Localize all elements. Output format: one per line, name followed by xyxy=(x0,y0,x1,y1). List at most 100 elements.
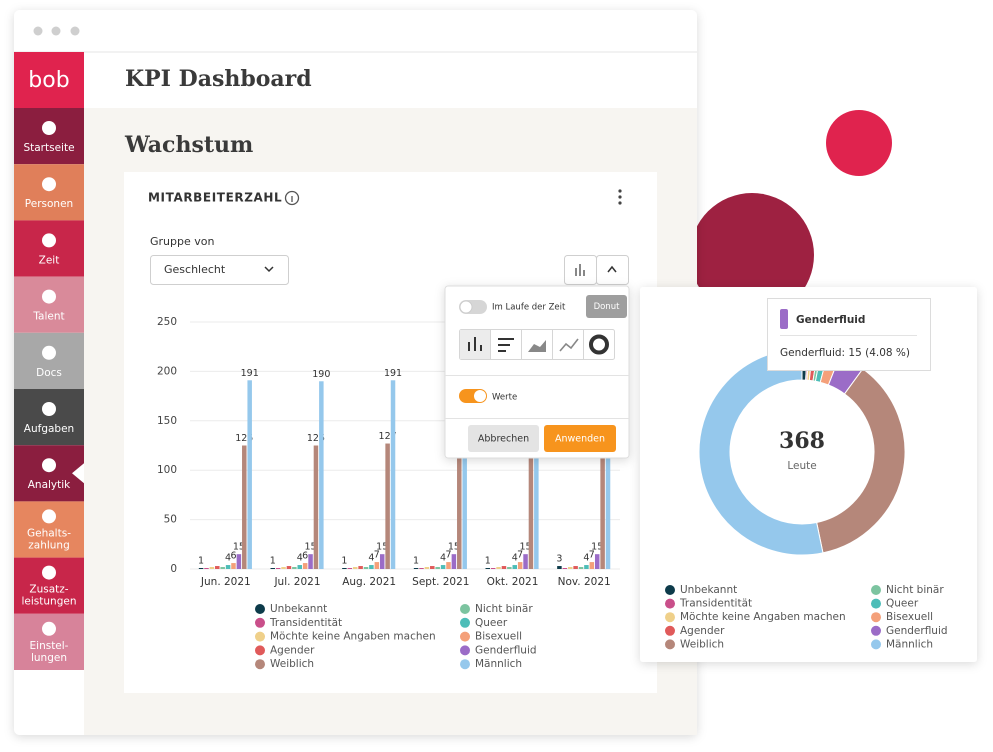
nav-label[interactable]: Docs xyxy=(36,367,62,379)
bar xyxy=(557,566,562,569)
data-label: 191 xyxy=(384,368,402,379)
legend-label[interactable]: Unbekannt xyxy=(270,603,327,615)
y-tick-label: 0 xyxy=(170,563,177,575)
legend-marker xyxy=(460,631,470,642)
bar xyxy=(507,567,512,569)
nav-item[interactable] xyxy=(14,164,84,221)
legend-label[interactable]: Agender xyxy=(270,644,315,656)
nav-item[interactable] xyxy=(14,220,84,277)
bar xyxy=(567,567,573,569)
data-label: 7 xyxy=(589,550,595,561)
bar xyxy=(275,568,281,569)
logo[interactable]: bob xyxy=(28,68,69,93)
bar xyxy=(292,567,297,569)
nav-item[interactable] xyxy=(14,276,84,333)
nav-label[interactable]: zahlung xyxy=(28,539,70,551)
nav-label[interactable]: Zusatz- xyxy=(29,584,68,596)
bar xyxy=(496,567,501,569)
bar xyxy=(385,443,390,569)
data-label: 1 xyxy=(485,556,491,567)
bar xyxy=(209,567,215,569)
y-tick-label: 200 xyxy=(157,365,177,377)
legend-label[interactable]: Weiblich xyxy=(270,658,314,670)
nav-icon xyxy=(42,621,56,636)
legend-label[interactable]: Männlich xyxy=(475,658,522,670)
cancel-button[interactable] xyxy=(468,425,539,452)
bar xyxy=(302,563,308,569)
legend-label[interactable]: Genderfluid xyxy=(886,625,948,637)
bar xyxy=(573,566,578,569)
legend-marker xyxy=(255,645,265,656)
apply-button-label[interactable]: Anwenden xyxy=(555,434,605,445)
nav-label[interactable]: Gehalts- xyxy=(27,527,71,539)
data-label: 15 xyxy=(520,542,532,553)
legend-marker xyxy=(255,631,265,642)
bar xyxy=(523,554,528,569)
data-label: 7 xyxy=(374,550,380,561)
page-title: KPI Dashboard xyxy=(125,66,312,92)
nav-label[interactable]: Einstel- xyxy=(30,640,69,652)
nav-item[interactable] xyxy=(14,389,84,446)
legend-label[interactable]: Männlich xyxy=(886,638,933,650)
type-hbar-icon[interactable] xyxy=(498,338,514,352)
nav-label[interactable]: Zeit xyxy=(39,254,60,266)
legend-label[interactable]: Bisexuell xyxy=(475,631,522,643)
legend-label[interactable]: Möchte keine Angaben machen xyxy=(270,631,436,643)
toggle-label: Im Laufe der Zeit xyxy=(492,303,566,313)
type-area-icon[interactable] xyxy=(528,340,546,352)
legend-marker xyxy=(665,625,675,636)
type-line-icon[interactable] xyxy=(559,338,579,352)
logo-block xyxy=(14,52,84,108)
legend-label[interactable]: Unbekannt xyxy=(680,584,737,596)
collapse-button[interactable] xyxy=(596,255,629,285)
nav-icon xyxy=(42,233,56,248)
data-label: 7 xyxy=(517,550,523,561)
tooltip-title: Genderfluid xyxy=(796,314,865,326)
bar xyxy=(584,565,589,569)
nav-label[interactable]: Personen xyxy=(25,198,73,210)
kebab-dot[interactable] xyxy=(618,195,622,199)
donut-segment xyxy=(816,368,906,554)
legend-label[interactable]: Transidentität xyxy=(269,617,342,629)
nav-label[interactable]: Aufgaben xyxy=(24,423,74,435)
nav-label[interactable]: leistungen xyxy=(22,596,77,608)
bar xyxy=(363,567,369,569)
legend-label[interactable]: Bisexuell xyxy=(886,611,933,623)
legend-label[interactable]: Nicht binär xyxy=(886,584,944,596)
group-select[interactable] xyxy=(150,255,289,285)
legend-label[interactable]: Queer xyxy=(886,598,919,610)
group-select-value[interactable]: Geschlecht xyxy=(164,263,226,276)
cancel-button-label[interactable]: Abbrechen xyxy=(478,434,529,445)
nav-label[interactable]: Talent xyxy=(32,311,64,323)
nav-item[interactable] xyxy=(14,108,84,165)
apply-button[interactable] xyxy=(544,425,616,452)
nav-label[interactable]: Analytik xyxy=(28,479,71,491)
kebab-dot[interactable] xyxy=(618,189,622,193)
legend-label[interactable]: Transidentität xyxy=(679,598,752,610)
x-tick-label: Aug. 2021 xyxy=(342,576,396,588)
data-label: 1 xyxy=(413,556,419,567)
data-label: 7 xyxy=(445,550,451,561)
bar xyxy=(215,566,220,569)
nav-item[interactable] xyxy=(14,332,84,389)
legend-label[interactable]: Möchte keine Angaben machen xyxy=(680,611,846,623)
nav-label[interactable]: lungen xyxy=(31,652,67,664)
legend-label[interactable]: Queer xyxy=(475,617,508,629)
bar xyxy=(319,381,324,569)
type-donut-icon[interactable] xyxy=(589,334,609,355)
data-label: 1 xyxy=(341,556,347,567)
legend-label[interactable]: Genderfluid xyxy=(475,644,537,656)
legend-label[interactable]: Weiblich xyxy=(680,638,724,650)
info-icon[interactable] xyxy=(284,190,300,206)
bar xyxy=(424,567,430,569)
legend-marker xyxy=(460,645,470,656)
legend-label[interactable]: Agender xyxy=(680,625,725,637)
donut-total: 368 xyxy=(779,428,825,454)
kebab-dot[interactable] xyxy=(618,201,622,205)
nav-label[interactable]: Startseite xyxy=(23,142,74,154)
bar xyxy=(589,562,595,569)
legend-label[interactable]: Nicht binär xyxy=(475,603,533,615)
data-label: 15 xyxy=(376,542,388,553)
